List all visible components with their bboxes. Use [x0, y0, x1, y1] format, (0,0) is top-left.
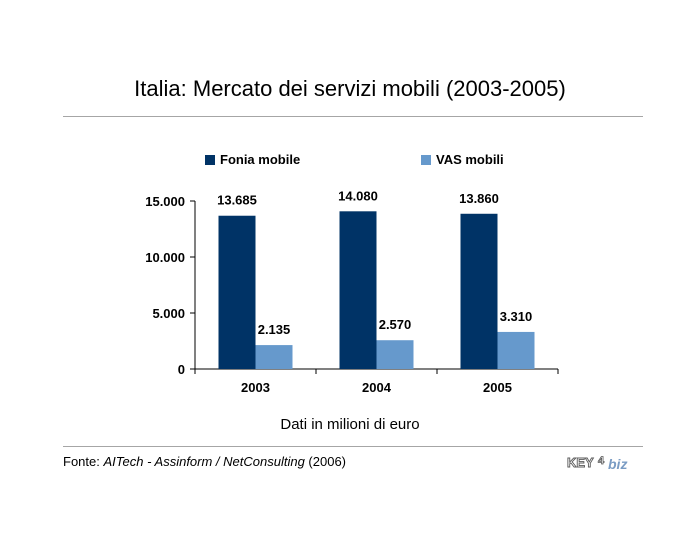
- legend-label-fonia: Fonia mobile: [220, 152, 301, 167]
- y-tick-label: 0: [178, 362, 185, 377]
- legend-label-vas: VAS mobili: [436, 152, 504, 167]
- y-tick-label: 15.000: [145, 194, 185, 209]
- bar-fonia-2005: [460, 213, 498, 369]
- bottom-divider: [63, 446, 643, 447]
- units-note: Dati in milioni di euro: [280, 416, 420, 433]
- bar-vas-2005: [497, 331, 535, 369]
- chart-title: Italia: Mercato dei servizi mobili (2003…: [134, 76, 566, 101]
- data-label-fonia-2005: 13.860: [459, 191, 499, 206]
- y-tick-label: 10.000: [145, 250, 185, 265]
- logo-biz-text: biz: [608, 456, 627, 472]
- legend-item-fonia: Fonia mobile: [205, 152, 300, 167]
- x-tick-label: 2005: [483, 380, 512, 395]
- bar-vas-2003: [255, 345, 293, 369]
- data-label-fonia-2003: 13.685: [217, 193, 257, 208]
- logo-key-text: KEY: [567, 455, 594, 470]
- legend-item-vas: VAS mobili: [421, 152, 504, 167]
- top-divider: [63, 116, 643, 117]
- key4biz-logo: KEY 4 biz: [567, 455, 628, 472]
- bar-chart: 0 5.000 10.000 15.000 2003 2004 2005 13.685 14.0…: [145, 188, 559, 395]
- bar-fonia-2003: [218, 215, 256, 369]
- legend-swatch-vas: [421, 154, 431, 165]
- source-year: (2006): [304, 454, 347, 469]
- bar-vas-2004: [376, 340, 414, 369]
- data-label-vas-2005: 3.310: [500, 309, 533, 324]
- source-note: Fonte: AITech - Assinform / NetConsultin…: [63, 454, 346, 469]
- data-label-vas-2003: 2.135: [258, 322, 291, 337]
- bar-fonia-2004: [339, 211, 377, 369]
- legend-swatch-fonia: [205, 154, 215, 165]
- y-tick-label: 5.000: [152, 306, 185, 321]
- source-authors: AITech - Assinform / NetConsulting: [103, 454, 305, 469]
- x-tick-label: 2004: [362, 380, 392, 395]
- data-label-fonia-2004: 14.080: [338, 188, 378, 203]
- logo-four-text: 4: [598, 455, 605, 467]
- x-tick-label: 2003: [241, 380, 270, 395]
- source-prefix: Fonte:: [63, 454, 104, 469]
- data-label-vas-2004: 2.570: [379, 317, 412, 332]
